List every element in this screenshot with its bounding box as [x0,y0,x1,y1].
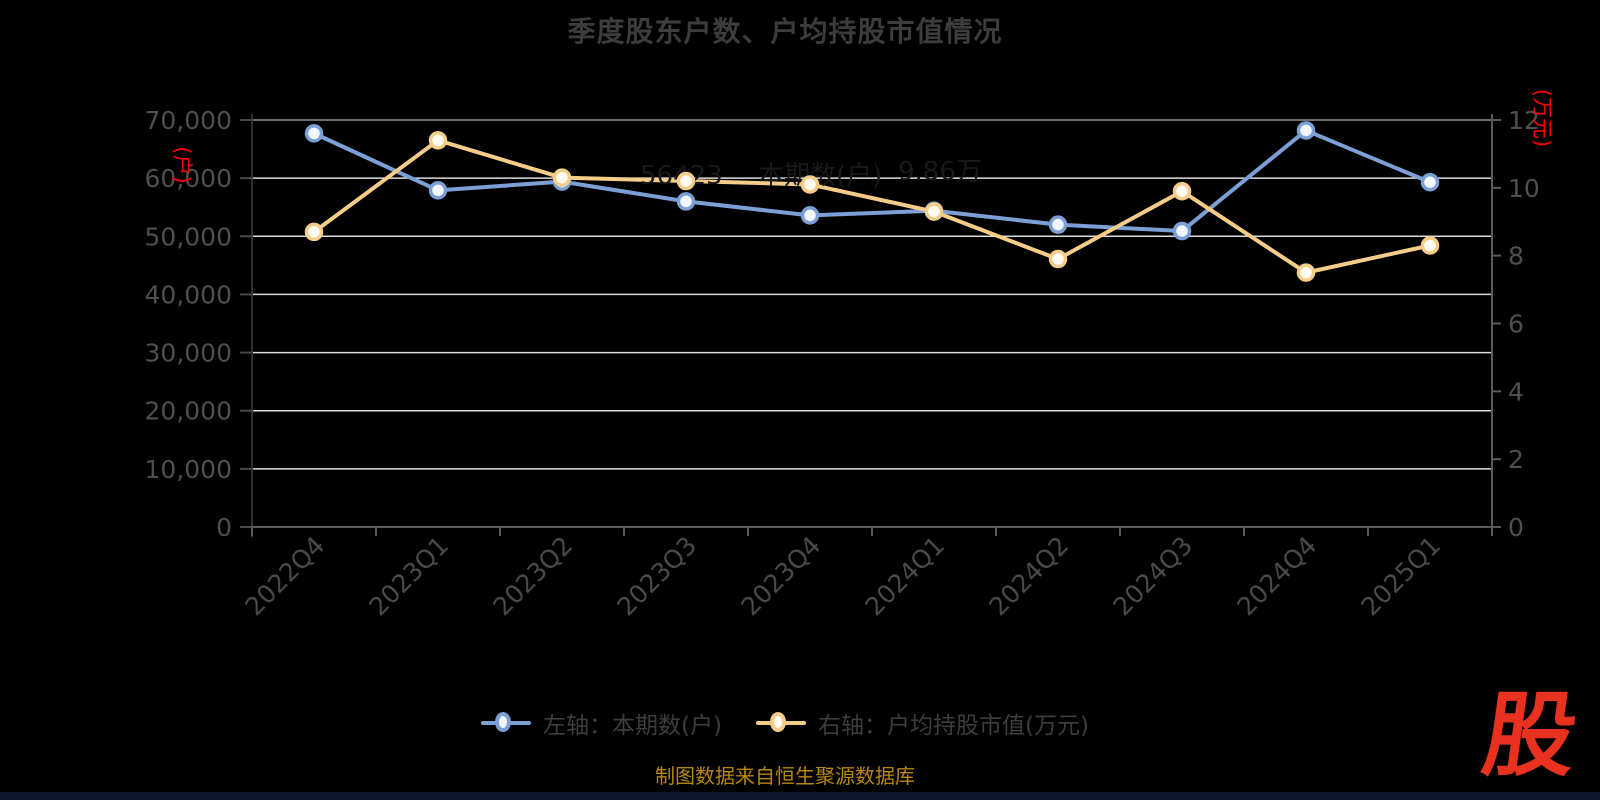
x-axis-tick-label: 2023Q3 [612,531,703,622]
x-axis: 2022Q4 2023Q1 2023Q2 2023Q3 2023Q4 2024Q1 2024… [240,526,1493,622]
series-markers-1 [304,131,1440,282]
series-line-1 [312,138,1432,275]
left-axis-tick-label: 0 [216,513,232,542]
data-point[interactable] [304,124,324,143]
x-axis-tick-label: 2024Q1 [860,531,951,622]
legend-item-shareholder-count[interactable]: 左轴：本期数(户) [481,706,722,740]
data-point[interactable] [676,192,696,211]
data-point[interactable] [428,131,448,150]
data-point[interactable] [552,168,572,187]
left-axis-tick-label: 40,000 [145,280,232,309]
right-axis-tick-label: 6 [1508,310,1524,339]
legend-marker-yellow-icon [756,710,806,736]
data-source-note: 制图数据来自恒生聚源数据库 [655,764,915,788]
x-axis-tick-label: 2022Q4 [240,531,331,622]
data-point[interactable] [1172,181,1192,201]
data-point[interactable] [428,181,448,200]
left-axis: 70,000 60,000 50,000 40,000 30,000 20,000 10,0… [145,106,253,542]
data-point[interactable] [924,202,944,221]
x-axis-tick-label: 2024Q4 [1232,531,1323,622]
data-point[interactable] [800,175,820,194]
watermark-fragment: 本期数(户) [758,161,882,191]
left-axis-tick-label: 20,000 [145,397,232,426]
left-axis-tick-label: 50,000 [145,222,232,251]
chart-title: 季度股东户数、户均持股市值情况 [567,15,1003,48]
x-axis-tick-label: 2024Q3 [1108,531,1199,622]
bottom-accent-bar [0,792,1600,800]
y-gridlines [252,119,1492,470]
legend-label-avg-market-value: 右轴：户均持股市值(万元) [818,713,1089,739]
right-axis-tick-label: 0 [1508,513,1524,542]
data-point[interactable] [676,171,696,191]
data-point[interactable] [1420,236,1440,255]
series-line-0 [312,128,1432,234]
x-axis-tick-label: 2023Q1 [364,531,455,622]
watermark-fragment: 9.86万 [898,157,982,187]
x-axis-tick-label: 2023Q4 [736,531,827,622]
right-axis-unit-label: (万元) [1530,88,1554,148]
right-axis-tick-label: 8 [1508,242,1524,271]
legend-marker-blue-icon [481,710,532,736]
left-axis-tick-label: 30,000 [145,339,232,368]
left-axis-tick-label: 10,000 [145,455,232,484]
right-axis-tick-label: 12 [1508,106,1540,135]
legend-item-avg-market-value[interactable]: 右轴：户均持股市值(万元) [756,706,1089,740]
legend-label-shareholder-count: 左轴：本期数(户) [543,713,722,739]
left-axis-tick-label: 60,000 [145,164,232,193]
right-axis-tick-label: 10 [1508,174,1540,203]
left-axis-tick-label: 70,000 [145,106,232,135]
x-axis-tick-label: 2024Q2 [984,531,1075,622]
right-axis-tick-label: 2 [1508,445,1524,474]
data-point[interactable] [1172,221,1192,241]
right-axis: 12 10 8 6 4 2 0 [1491,106,1540,542]
x-axis-tick-label: 2025Q1 [1356,531,1447,622]
data-point[interactable] [1296,263,1316,282]
data-point[interactable] [304,222,324,242]
chart-legend: 左轴：本期数(户) 右轴：户均持股市值(万元) [0,706,1570,740]
data-point[interactable] [1420,172,1440,192]
left-axis-unit-label: (户) [170,146,194,184]
x-axis-tick-label: 2023Q2 [488,531,579,622]
right-axis-tick-label: 4 [1508,377,1524,406]
brand-logo: 股 [1476,682,1584,789]
data-point[interactable] [1296,121,1316,140]
data-point[interactable] [800,206,820,225]
data-point[interactable] [1048,249,1068,269]
data-point[interactable] [1048,215,1068,234]
